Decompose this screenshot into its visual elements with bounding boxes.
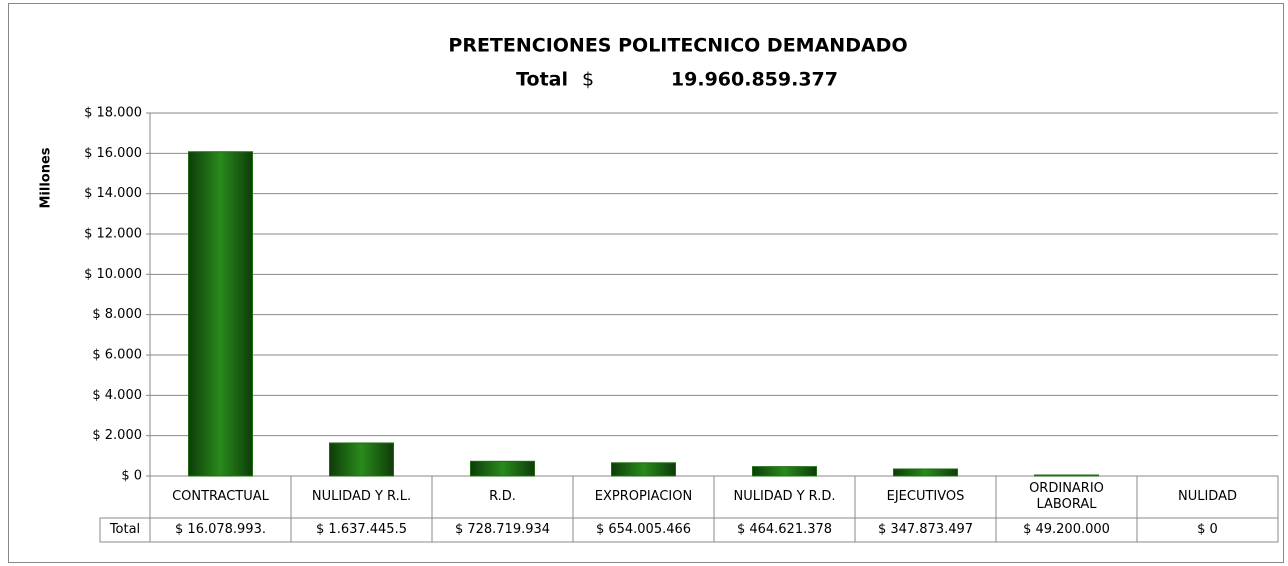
category-label: R.D.	[489, 489, 516, 504]
value-label: $ 654.005.466	[595, 522, 692, 537]
y-axis-label: Millones	[39, 147, 54, 208]
y-tick-label: $ 6.000	[92, 348, 142, 363]
table-row-header-border	[99, 517, 151, 543]
y-tick-label: $ 4.000	[92, 388, 142, 403]
y-tick-label: $ 8.000	[92, 307, 142, 322]
category-label: NULIDAD Y R.L.	[311, 489, 412, 504]
total-currency: $	[582, 69, 594, 91]
bar	[470, 460, 535, 477]
bar	[329, 442, 394, 477]
category-label: NULIDAD	[1177, 489, 1237, 504]
y-tick-label: $ 0	[121, 469, 142, 484]
total-value: 19.960.859.377	[671, 69, 838, 91]
bar	[188, 151, 253, 477]
y-tick-label: $ 14.000	[84, 186, 142, 201]
value-label: $ 347.873.497	[877, 522, 974, 537]
bar	[893, 468, 958, 477]
category-label: CONTRACTUAL	[172, 489, 269, 504]
value-label: $ 49.200.000	[1023, 522, 1110, 537]
total-label: Total	[516, 69, 568, 91]
value-label: $ 464.621.378	[736, 522, 833, 537]
y-tick-label: $ 16.000	[84, 146, 142, 161]
y-tick-label: $ 12.000	[84, 227, 142, 242]
bar	[1034, 474, 1099, 477]
value-label: $ 16.078.993.	[175, 522, 266, 537]
y-tick-label: $ 2.000	[92, 428, 142, 443]
category-label: ORDINARIO LABORAL	[1029, 481, 1104, 512]
category-label: EJECUTIVOS	[886, 489, 965, 504]
y-tick-label: $ 18.000	[84, 106, 142, 121]
table-row-header: Total	[109, 522, 141, 537]
value-label: $ 1.637.445.5	[316, 522, 407, 537]
bar	[752, 466, 817, 477]
y-tick-label: $ 10.000	[84, 267, 142, 282]
bar	[611, 462, 676, 477]
chart-title: PRETENCIONES POLITECNICO DEMANDADO	[448, 35, 907, 57]
value-label: $ 0	[1197, 522, 1218, 537]
value-label: $ 728.719.934	[454, 522, 551, 537]
category-label: NULIDAD Y R.D.	[733, 489, 836, 504]
category-label: EXPROPIACION	[594, 489, 693, 504]
